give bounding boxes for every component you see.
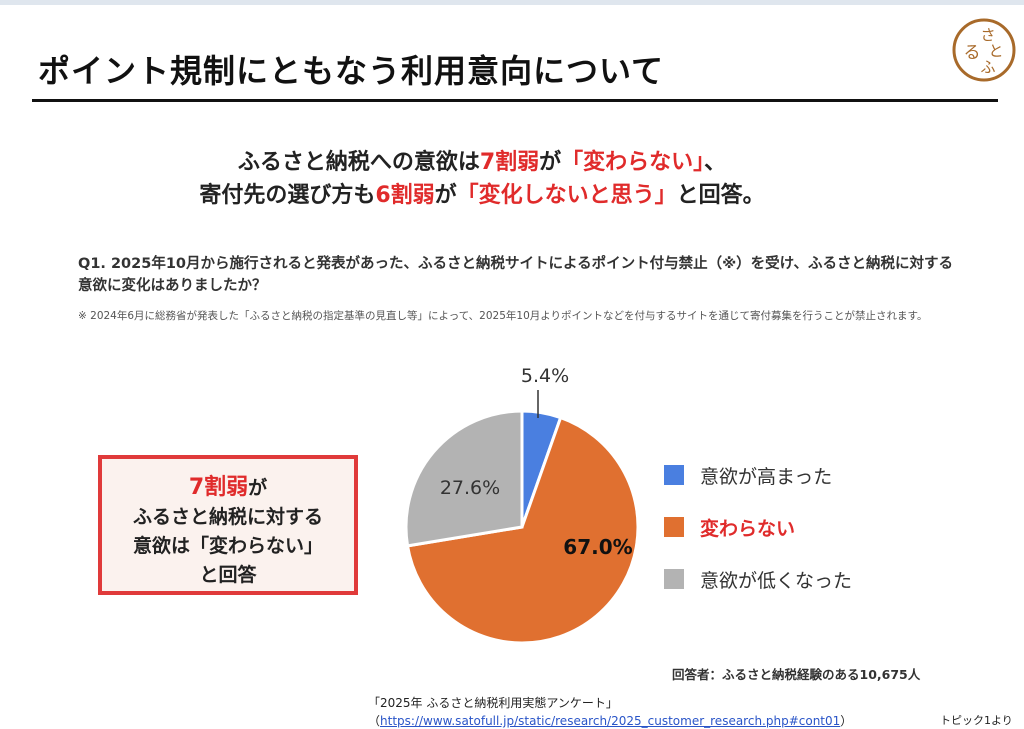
slide-title: ポイント規制にともなう利用意向について (38, 52, 665, 90)
pie-slice-2 (404, 409, 524, 548)
legend-swatch (664, 465, 684, 485)
headline-text: が (434, 183, 457, 208)
logo-letter: と (988, 42, 1003, 60)
headline-highlight: 6割弱 (375, 183, 435, 208)
headline-text: 、 (704, 150, 727, 175)
source-title: 「2025年 ふるさと納税利用実態アンケート」 (368, 696, 618, 710)
logo-letter: る (964, 43, 981, 63)
satofull-logo: さ と ふ る (952, 18, 1016, 82)
pie-data-label: 5.4% (521, 365, 569, 387)
source-paren-open: （ (368, 714, 381, 728)
legend-label: 変わらない (700, 518, 796, 540)
topic-note: トピック1より (940, 714, 1013, 727)
callout-text: が (248, 477, 268, 499)
source-link[interactable]: https://www.satofull.jp/static/research/… (380, 714, 841, 728)
callout-line-4: と回答 (199, 564, 257, 586)
logo-letter: さ (980, 26, 995, 44)
headline-text: と回答。 (676, 183, 765, 208)
respondents-note: 回答者：ふるさと納税経験のある10,675人 (672, 667, 921, 682)
callout-highlight: 7割弱 (188, 475, 249, 500)
headline-text: ふるさと納税への意欲は (237, 150, 480, 175)
headline-text: 寄付先の選び方も (199, 183, 376, 208)
pie-data-label: 27.6% (440, 477, 500, 499)
legend-swatch (664, 517, 684, 537)
headline-line-2: 寄付先の選び方も6割弱が「変化しないと思う」と回答。 (0, 177, 994, 209)
survey-question: Q1. 2025年10月から施行されると発表があった、ふるさと納税サイトによるポ… (78, 256, 953, 294)
pie-slice-1 (405, 415, 640, 645)
callout-line-1: 7割弱が (102, 473, 354, 503)
callout-box: 7割弱が ふるさと納税に対する 意欲は「変わらない」 と回答 (98, 455, 358, 595)
survey-footnote: ※ 2024年6月に総務省が発表した「ふるさと納税の指定基準の見直し等」によって… (78, 310, 928, 322)
legend-label: 意欲が高まった (700, 466, 833, 488)
source-paren-close: ） (840, 714, 853, 728)
logo-letter: ふ (980, 58, 995, 76)
headline-highlight: 「変化しないと思う」 (456, 183, 677, 208)
legend-label: 意欲が低くなった (700, 570, 853, 592)
callout-line-3: 意欲は「変わらない」 (132, 535, 323, 557)
title-underline (32, 99, 998, 102)
pie-chart: 5.4% 67.0% 27.6% (404, 365, 640, 645)
headline-highlight: 7割弱 (479, 150, 540, 175)
legend-swatch (664, 569, 684, 589)
callout-line-2: ふるさと納税に対する (132, 506, 323, 528)
headline-line-1: ふるさと納税への意欲は7割弱が「変わらない」、 (0, 144, 994, 176)
top-accent-bar (0, 0, 1024, 5)
pie-data-label: 67.0% (563, 535, 632, 559)
headline-highlight: 「変わらない」 (561, 150, 705, 175)
source-url-line: （https://www.satofull.jp/static/research… (368, 712, 852, 729)
headline-text: が (539, 150, 562, 175)
